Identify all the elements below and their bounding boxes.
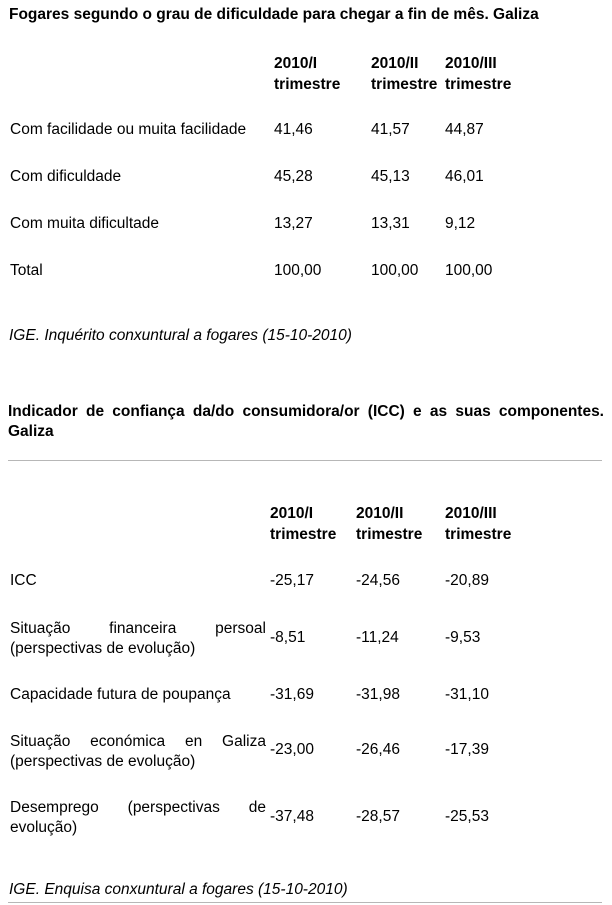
- table2-col2-header-line1: 2010/II: [356, 505, 404, 522]
- table1-cell: 45,13: [371, 168, 410, 185]
- table1-col2-header-line2: trimestre: [371, 76, 438, 93]
- table2-cell: -8,51: [270, 629, 306, 646]
- table1-col1-header-line2: trimestre: [274, 76, 341, 93]
- table2-col1-header: 2010/I trimestre: [270, 503, 336, 545]
- table2-cell: -17,39: [445, 741, 489, 758]
- table2-cell: -11,24: [356, 629, 399, 646]
- table2-col3-header-line1: 2010/III: [445, 505, 497, 522]
- table2-col3-header: 2010/III trimestre: [445, 503, 511, 545]
- table1-cell: 100,00: [274, 262, 322, 279]
- table2-cell: -31,98: [356, 686, 400, 703]
- table1-cell: 44,87: [445, 121, 484, 138]
- table1-col1-header-line1: 2010/I: [274, 55, 318, 72]
- table1-col3-header: 2010/III trimestre: [445, 53, 511, 95]
- table2-cell: -25,17: [270, 572, 314, 589]
- table1-row-label: Total: [10, 262, 43, 279]
- table2-cell: -20,89: [445, 572, 489, 589]
- table2-col2-header-line2: trimestre: [356, 526, 423, 543]
- table2-cell: -23,00: [270, 741, 314, 758]
- table1-cell: 46,01: [445, 168, 484, 185]
- table1-col3-header-line2: trimestre: [445, 76, 512, 93]
- table1-row-label: Com dificuldade: [10, 168, 122, 185]
- table2-cell: -9,53: [445, 629, 481, 646]
- table1-cell: 13,31: [371, 215, 410, 232]
- table1-cell: 100,00: [445, 262, 493, 279]
- table2-source: IGE. Enquisa conxuntural a fogares (15-1…: [9, 881, 348, 898]
- table2-col1-header-line2: trimestre: [270, 526, 337, 543]
- table1-col2-header: 2010/II trimestre: [371, 53, 437, 95]
- table1-row-label: Com facilidade ou muita facilidade: [10, 121, 247, 138]
- table2-cell: -28,57: [356, 808, 400, 825]
- table2-row-label: Desemprego (perspectivas de evolução): [10, 799, 266, 836]
- table1-col1-header: 2010/I trimestre: [274, 53, 340, 95]
- table2-cell: -25,53: [445, 808, 489, 825]
- table1-source: IGE. Inquérito conxuntural a fogares (15…: [9, 327, 352, 344]
- divider: [8, 902, 602, 903]
- table2-row-label: ICC: [10, 572, 37, 589]
- table2-cell: -26,46: [356, 741, 400, 758]
- table1-col3-header-line1: 2010/III: [445, 55, 497, 72]
- table2-row-label: Situação económica en Galiza (perspectiv…: [10, 733, 266, 770]
- table1-row-label: Com muita dificultade: [10, 215, 160, 232]
- table2-col2-header: 2010/II trimestre: [356, 503, 422, 545]
- table1-cell: 13,27: [274, 215, 313, 232]
- table2-col3-header-line2: trimestre: [445, 526, 512, 543]
- table2-row-label: Capacidade futura de poupança: [10, 686, 231, 703]
- table2-title: Indicador de confiança da/do consumidora…: [8, 403, 604, 440]
- table1-title: Fogares segundo o grau de dificuldade pa…: [9, 6, 539, 23]
- table2-cell: -31,69: [270, 686, 314, 703]
- table1-cell: 9,12: [445, 215, 476, 232]
- table2-cell: -31,10: [445, 686, 489, 703]
- table2-col1-header-line1: 2010/I: [270, 505, 314, 522]
- table2-cell: -24,56: [356, 572, 400, 589]
- table1-col2-header-line1: 2010/II: [371, 55, 419, 72]
- table1-cell: 100,00: [371, 262, 419, 279]
- divider: [8, 460, 602, 461]
- table1-cell: 41,57: [371, 121, 410, 138]
- table2-cell: -37,48: [270, 808, 314, 825]
- table1-cell: 41,46: [274, 121, 313, 138]
- table1-cell: 45,28: [274, 168, 313, 185]
- table2-row-label: Situação financeira persoal (perspectiva…: [10, 620, 266, 657]
